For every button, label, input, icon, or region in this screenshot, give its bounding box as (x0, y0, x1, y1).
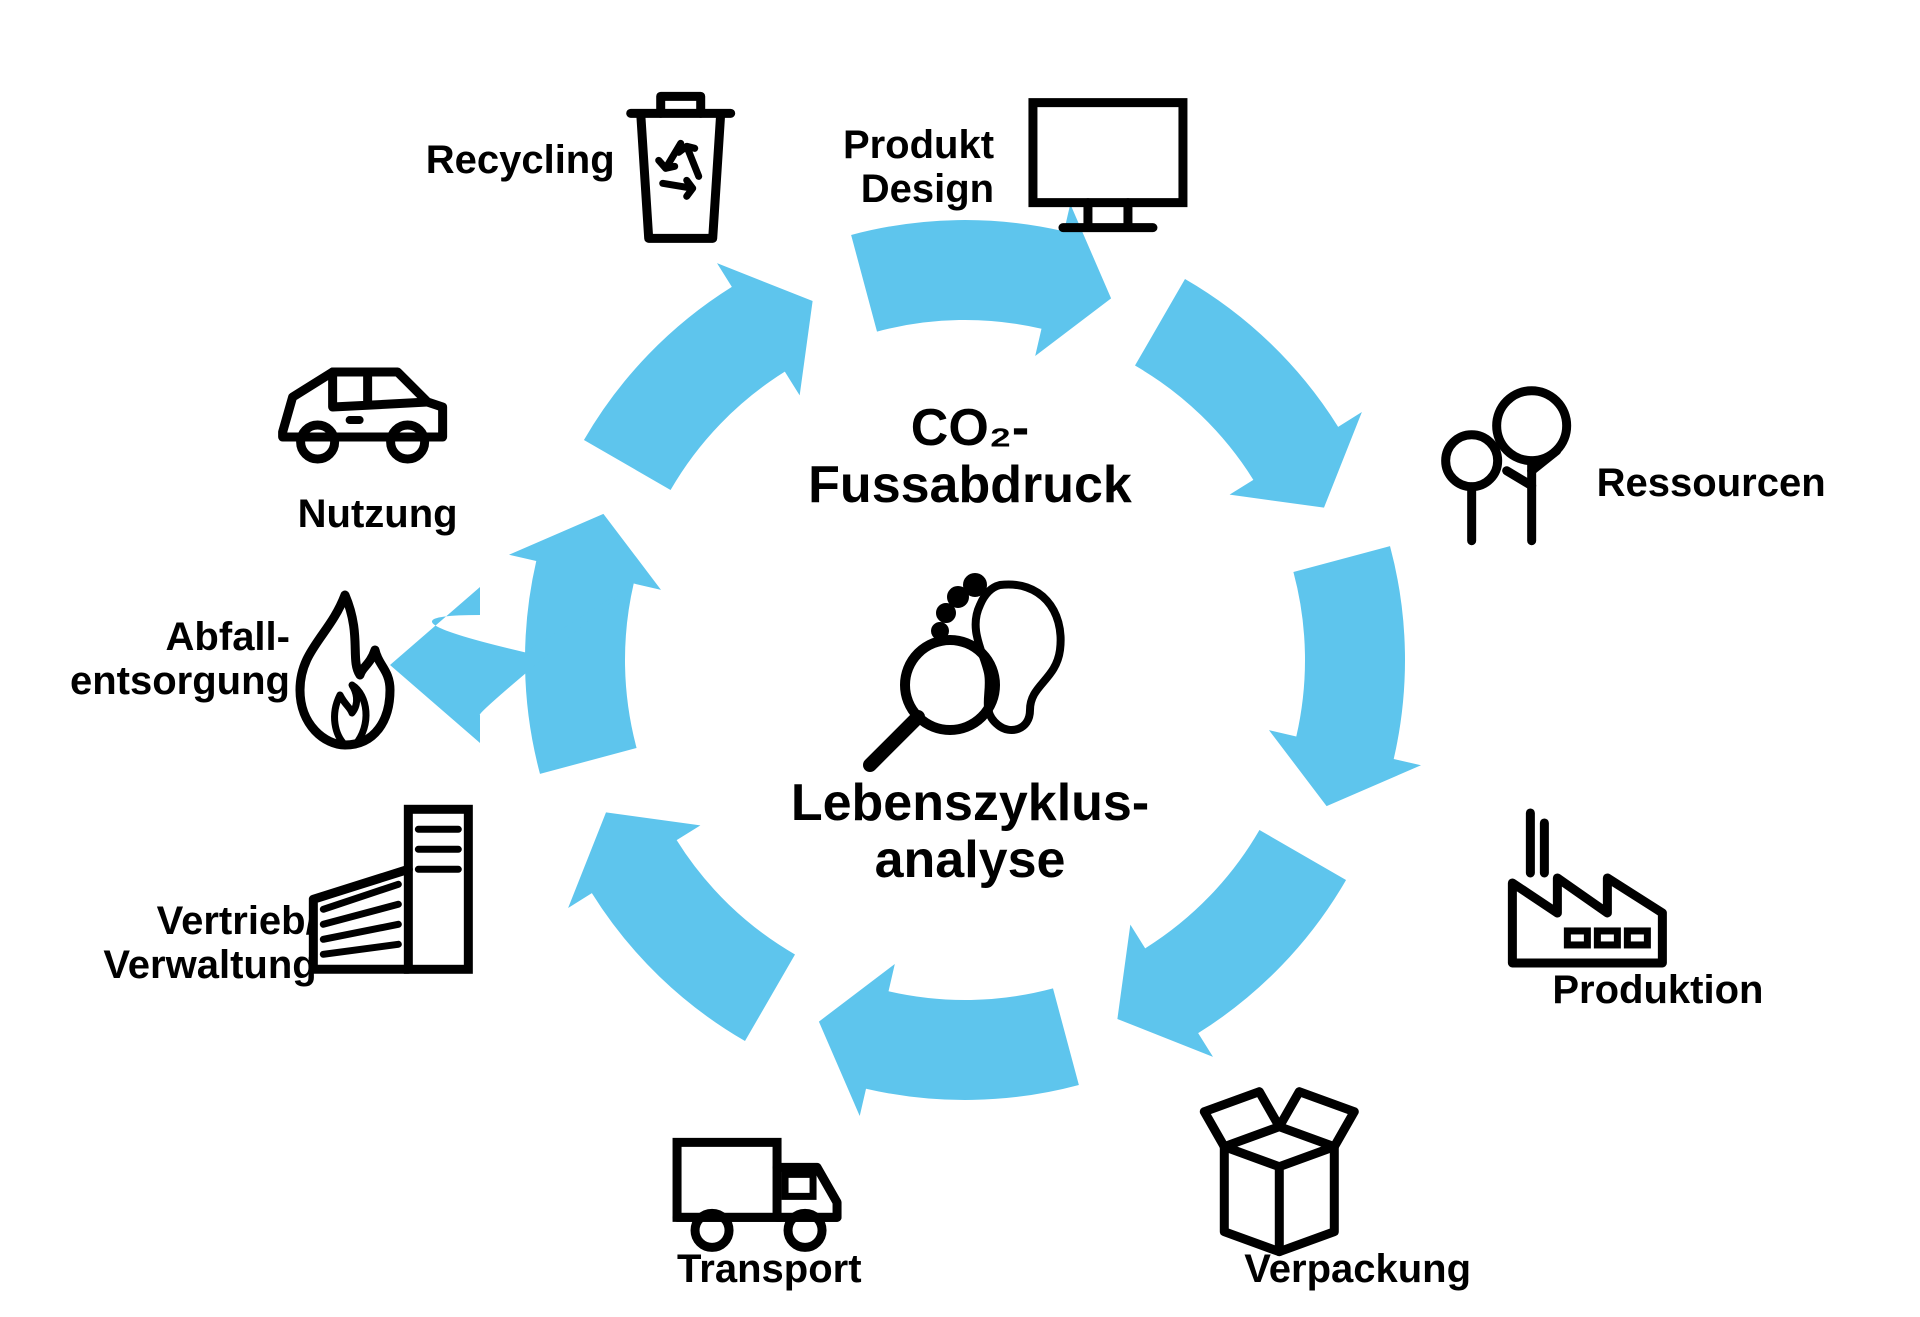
footprint-magnifier-icon (870, 576, 1061, 765)
box-icon (1204, 1092, 1354, 1252)
monitor-icon (1033, 103, 1183, 228)
node-label-use: Nutzung (298, 492, 458, 536)
trashbin-icon (631, 96, 731, 238)
trees-icon (1446, 391, 1567, 541)
node-label-disposal: Abfall- entsorgung (70, 615, 290, 703)
factory-icon (1512, 813, 1662, 963)
flame-icon (300, 595, 390, 745)
building-icon (313, 809, 468, 969)
node-label-sales: Vertrieb/ Verwaltung (103, 899, 316, 987)
node-label-packaging: Verpackung (1244, 1247, 1471, 1291)
node-label-resources: Ressourcen (1597, 461, 1826, 505)
cycle-arrows (509, 204, 1421, 1116)
node-label-design: Produkt Design (843, 123, 994, 211)
cycle-arrow-segment (819, 964, 1079, 1116)
truck-icon (677, 1142, 837, 1247)
car-icon (283, 372, 443, 459)
node-label-transport: Transport (677, 1247, 861, 1291)
center-title-bottom-line2: analyse (875, 831, 1066, 889)
cycle-arrow-segment (509, 514, 661, 774)
center-title-top-line1: CO₂- (911, 399, 1029, 457)
center-title-top-line2: Fussabdruck (808, 456, 1132, 514)
node-label-recycling: Recycling (426, 138, 615, 182)
center-title-top: CO₂- Fussabdruck (760, 400, 1180, 514)
center-title-bottom-line1: Lebenszyklus- (791, 774, 1149, 832)
lifecycle-diagram: { "diagram": { "type": "circular-process… (0, 0, 1920, 1317)
center-title-bottom: Lebenszyklus- analyse (760, 775, 1180, 889)
cycle-arrow-segment (1269, 546, 1421, 806)
node-label-production: Produktion (1552, 968, 1763, 1012)
